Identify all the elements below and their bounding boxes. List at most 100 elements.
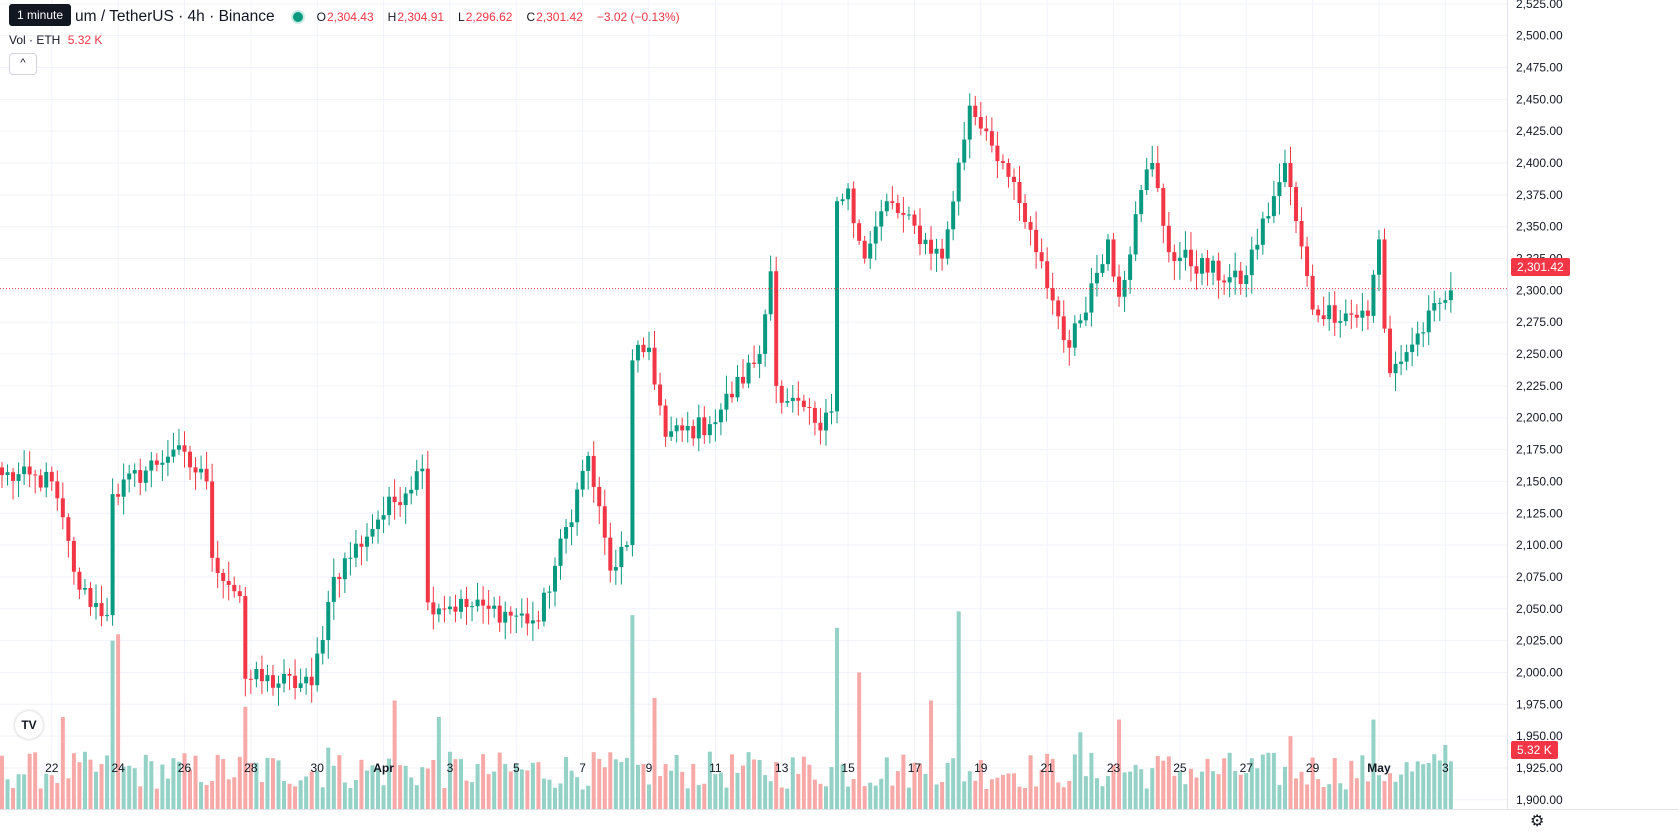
volume-bar — [127, 765, 132, 810]
candle-body — [425, 468, 430, 603]
collapse-legend-button[interactable]: ^ — [9, 53, 37, 75]
volume-bar — [796, 773, 801, 810]
candle-body — [663, 405, 668, 437]
time-tick-label: 29 — [1306, 761, 1320, 775]
tradingview-logo-icon[interactable]: TV — [15, 711, 43, 739]
volume-bar — [1365, 781, 1370, 810]
volume-bar — [1078, 732, 1083, 810]
candle-body — [458, 598, 463, 612]
candle-body — [110, 494, 115, 616]
time-axis[interactable]: 22 24 26 28 30 Apr 3 5 7 9 11 13 15 17 19 21 23 25 27 29 May… — [45, 761, 1449, 775]
volume-bar — [176, 761, 181, 810]
candle-body — [989, 131, 994, 146]
candle-body — [1238, 270, 1243, 285]
volume-bar — [1139, 769, 1144, 810]
candle-body — [768, 271, 773, 315]
price-tick-label: 1,900.00 — [1516, 793, 1563, 807]
candle-body — [1194, 266, 1199, 274]
candle-body — [1332, 305, 1337, 323]
candle-body — [38, 475, 43, 488]
candle-body — [1188, 249, 1193, 267]
volume-bar — [237, 756, 242, 810]
price-candles — [0, 93, 1453, 706]
volume-bar — [790, 757, 795, 810]
settings-gear-icon[interactable]: ⚙ — [1530, 813, 1545, 830]
volume-bar — [691, 763, 696, 810]
volume-bar — [60, 717, 65, 810]
candle-body — [1050, 288, 1055, 301]
volume-bar — [929, 700, 934, 810]
candle-body — [1321, 315, 1326, 320]
price-tick-label: 2,475.00 — [1516, 61, 1563, 75]
candle-body — [431, 602, 436, 615]
volume-bar — [1211, 771, 1216, 810]
volume-bar — [774, 761, 779, 810]
candle-body — [652, 347, 657, 385]
volume-bar — [116, 634, 121, 810]
candle-body — [846, 188, 851, 200]
volume-bar — [497, 752, 502, 810]
candle-body — [1343, 313, 1348, 322]
volume-bar — [846, 786, 851, 810]
candle-body — [1034, 229, 1039, 253]
volume-bar — [1128, 771, 1133, 810]
volume-bar — [619, 762, 624, 810]
price-tick-label: 2,000.00 — [1516, 665, 1563, 679]
candle-body — [1310, 275, 1315, 310]
candle-body — [707, 424, 712, 436]
time-tick-label: 11 — [709, 761, 722, 775]
volume-legend[interactable]: Vol · ETH 5.32 K — [9, 33, 102, 47]
volume-bar — [812, 779, 817, 810]
candle-body — [1338, 321, 1343, 323]
time-tick-label: 17 — [908, 761, 922, 775]
volume-bar — [1155, 756, 1160, 810]
volume-bar — [331, 765, 336, 810]
candle-body — [66, 517, 71, 541]
candle-body — [685, 426, 690, 431]
candle-body — [121, 479, 126, 497]
price-axis[interactable]: 2,525.00 2,500.00 2,475.00 2,450.00 2,425.00… — [1516, 0, 1563, 807]
volume-bar — [597, 758, 602, 810]
ohlc-open: O2,304.43 — [317, 10, 374, 24]
candle-body — [1277, 182, 1282, 197]
candle-body — [718, 409, 723, 423]
volume-bar — [851, 779, 856, 810]
candle-body — [724, 393, 729, 410]
candle-body — [77, 571, 82, 590]
candle-body — [287, 673, 292, 676]
candle-body — [962, 139, 967, 163]
ohlc-open-label: O — [316, 10, 326, 24]
time-tick-label: 3 — [447, 761, 454, 775]
candle-body — [1023, 202, 1028, 223]
volume-bar — [1244, 773, 1249, 810]
market-status-icon[interactable] — [290, 10, 305, 24]
candle-body — [1056, 300, 1061, 317]
ohlc-close-label: C — [526, 10, 536, 24]
candle-body — [1122, 279, 1127, 297]
candle-body — [210, 481, 215, 558]
price-tick-label: 2,450.00 — [1516, 92, 1563, 106]
candle-body — [669, 431, 674, 437]
volume-bar — [66, 778, 71, 810]
volume-bar — [138, 786, 143, 810]
volume-bar — [685, 788, 690, 810]
volume-bar — [77, 762, 82, 810]
candle-body — [597, 486, 602, 507]
volume-bar — [1321, 787, 1326, 810]
volume-bar — [718, 772, 723, 810]
volume-bar — [951, 758, 956, 810]
volume-bar — [978, 760, 983, 810]
volume-bar — [917, 763, 922, 810]
volume-bar — [1083, 776, 1088, 810]
price-tick-label: 2,100.00 — [1516, 538, 1563, 552]
volume-bar — [1023, 787, 1028, 810]
candle-body — [326, 601, 331, 640]
candle-body — [226, 580, 231, 585]
candle-body — [99, 603, 104, 617]
candle-body — [1028, 222, 1033, 230]
candle-body — [641, 344, 646, 353]
candle-body — [1404, 352, 1409, 362]
symbol-title[interactable]: um / TetherUS · 4h · Binance — [75, 8, 275, 25]
time-tick-label: May — [1367, 761, 1391, 775]
